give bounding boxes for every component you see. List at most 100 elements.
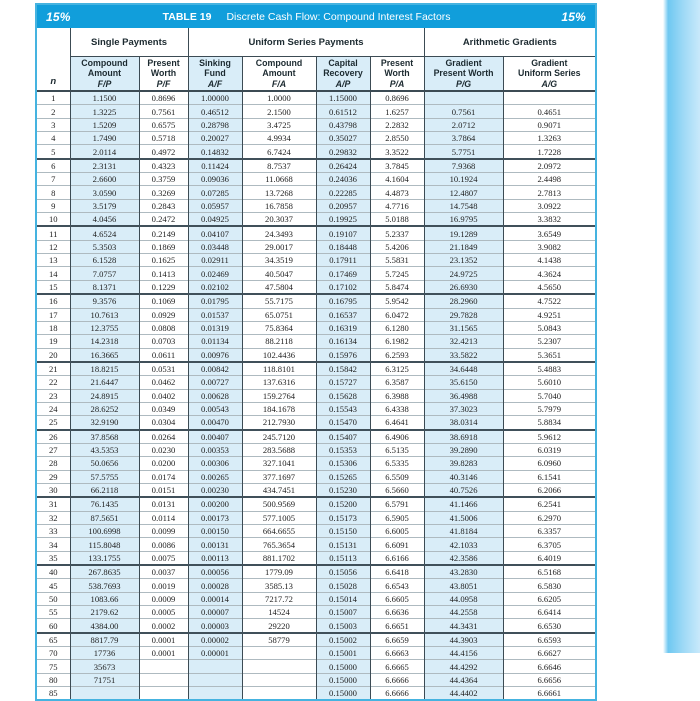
- factor-value: 6.6661: [502, 686, 596, 700]
- factor-value: 1.5209: [69, 117, 140, 132]
- factor-value: 0.00407: [187, 429, 243, 444]
- table-row: 26 37.8568 0.0264 0.00407 245.7120 0.15407 6.4…: [37, 429, 596, 444]
- factor-value: 41.5006: [423, 510, 504, 525]
- factor-value: [241, 686, 317, 700]
- factor-value: 6.4338: [369, 401, 425, 416]
- factor-value: 0.0151: [138, 482, 189, 499]
- table-row: 32 87.5651 0.0114 0.00173 577.1005 0.15173 6.5…: [37, 510, 596, 525]
- factor-value: 0.00007: [187, 605, 243, 619]
- row-n-value: 7: [37, 172, 71, 186]
- factor-value: 0.15842: [315, 361, 371, 376]
- factor-value: 434.7451: [241, 482, 317, 499]
- factor-value: 57.5755: [69, 469, 140, 484]
- table-row: 30 66.2118 0.0151 0.00230 434.7451 0.15230 6.5…: [37, 482, 596, 499]
- factor-value: 6.1528: [69, 253, 140, 267]
- factor-value: 66.2118: [69, 482, 140, 499]
- table-body: 1 1.1500 0.8696 1.00000 1.0000 1.15000 0.8696 2…: [37, 91, 596, 700]
- factor-value: 5.4883: [502, 361, 596, 376]
- factor-value: 0.0174: [138, 469, 189, 484]
- factor-value: 0.15028: [315, 578, 371, 593]
- factor-value: 36.4988: [423, 388, 504, 403]
- table-row: 50 1083.66 0.0009 0.00014 7217.72 0.15014 6.66…: [37, 591, 596, 606]
- factor-value: 6.6593: [502, 632, 596, 647]
- factor-value: 0.15113: [315, 550, 371, 567]
- table-row: 55 2179.62 0.0005 0.00007 14524 0.15007 6.6636…: [37, 605, 596, 619]
- factor-value: 42.1033: [423, 537, 504, 552]
- table-row: 8 3.0590 0.3269 0.07285 13.7268 0.22285 4.4873…: [37, 185, 596, 200]
- factor-value: 32.4213: [423, 334, 504, 349]
- factor-value: 0.16537: [315, 307, 371, 322]
- factor-value: 0.17469: [315, 266, 371, 281]
- row-n-value: 5: [37, 144, 71, 160]
- factor-value: 35673: [69, 659, 140, 674]
- factor-value: 0.15014: [315, 591, 371, 606]
- table-title-bar: 15% TABLE 19 Discrete Cash Flow: Compoun…: [37, 5, 595, 28]
- factor-value: 100.6998: [69, 523, 140, 538]
- factor-value: 55.7175: [241, 293, 317, 308]
- notation-ag: A/G: [541, 78, 558, 89]
- factor-value: 39.8283: [423, 456, 504, 471]
- table-row: 16 9.3576 0.1069 0.01795 55.7175 0.16795 5.954…: [37, 293, 596, 308]
- table-row: 45 538.7693 0.0019 0.00028 3585.13 0.15028 6.6…: [37, 578, 596, 593]
- factor-value: 0.01319: [187, 320, 243, 335]
- factor-value: 28.6252: [69, 401, 140, 416]
- factor-value: 0.15353: [315, 442, 371, 457]
- factor-value: 881.1702: [241, 550, 317, 567]
- notation-pa: P/A: [389, 78, 405, 89]
- factor-value: 6.2970: [502, 510, 596, 525]
- factor-value: 0.00265: [187, 469, 243, 484]
- factor-value: 26.6930: [423, 279, 504, 296]
- factor-value: 8.7537: [241, 158, 317, 173]
- factor-value: 0.18448: [315, 239, 371, 254]
- factor-value: 0.0611: [138, 347, 189, 363]
- factor-value: 0.0037: [138, 564, 189, 579]
- factor-value: 0.19925: [315, 212, 371, 228]
- factor-value: 14.2318: [69, 334, 140, 349]
- factor-value: 0.01537: [187, 307, 243, 322]
- table-row: 12 5.3503 0.1869 0.03448 29.0017 0.18448 5.420…: [37, 239, 596, 254]
- factor-value: 0.0086: [138, 537, 189, 552]
- table-row: 10 4.0456 0.2472 0.04925 20.3037 0.19925 5.018…: [37, 212, 596, 228]
- table-row: 27 43.5353 0.0230 0.00353 283.5688 0.15353 6.5…: [37, 442, 596, 457]
- factor-value: 0.0019: [138, 578, 189, 593]
- row-n-value: 19: [37, 334, 71, 349]
- factor-value: 2.8550: [369, 131, 425, 145]
- row-n-value: 28: [37, 456, 71, 471]
- factor-value: [138, 686, 189, 700]
- factor-value: 2.0972: [502, 158, 596, 173]
- factor-value: [502, 91, 596, 105]
- factor-value: 0.0075: [138, 550, 189, 567]
- factor-value: 0.00014: [187, 591, 243, 606]
- factor-value: 5.3651: [502, 347, 596, 363]
- table-row: 14 7.0757 0.1413 0.02469 40.5047 0.17469 5.724…: [37, 266, 596, 281]
- factor-value: 16.7858: [241, 198, 317, 213]
- factor-value: 40.5047: [241, 266, 317, 281]
- factor-value: 0.0114: [138, 510, 189, 525]
- factor-value: 43.5353: [69, 442, 140, 457]
- factor-value: 24.8915: [69, 388, 140, 403]
- factor-value: [187, 659, 243, 674]
- rate-right: 15%: [561, 9, 586, 24]
- factor-value: 0.0005: [138, 605, 189, 619]
- sub-header-row: Compound Amount F/P Present Worth P/F Si…: [37, 56, 596, 92]
- factor-value: 20.3037: [241, 212, 317, 228]
- table-row: 5 2.0114 0.4972 0.14832 6.7424 0.29832 3.3522 5…: [37, 144, 596, 160]
- factor-value: 4.1604: [369, 172, 425, 186]
- factor-value: 6.1982: [369, 334, 425, 349]
- row-n-value: 65: [37, 632, 71, 647]
- factor-value: 0.1069: [138, 293, 189, 308]
- row-n-value: 17: [37, 307, 71, 322]
- factor-value: 0.15200: [315, 496, 371, 512]
- row-n-value: 50: [37, 591, 71, 606]
- factor-value: 1.6257: [369, 104, 425, 119]
- row-n-value: 3: [37, 117, 71, 132]
- factor-value: 8817.79: [69, 632, 140, 647]
- row-n-value: 26: [37, 429, 71, 444]
- factor-value: 6.6005: [369, 523, 425, 538]
- factor-value: 0.17911: [315, 253, 371, 267]
- factor-value: 0.0304: [138, 415, 189, 431]
- factor-value: 44.4292: [423, 659, 504, 674]
- column-header-pf: Present Worth P/F: [138, 56, 189, 92]
- table-row: 22 21.6447 0.0462 0.00727 137.6316 0.15727 6.3…: [37, 375, 596, 390]
- factor-value: 765.3654: [241, 537, 317, 552]
